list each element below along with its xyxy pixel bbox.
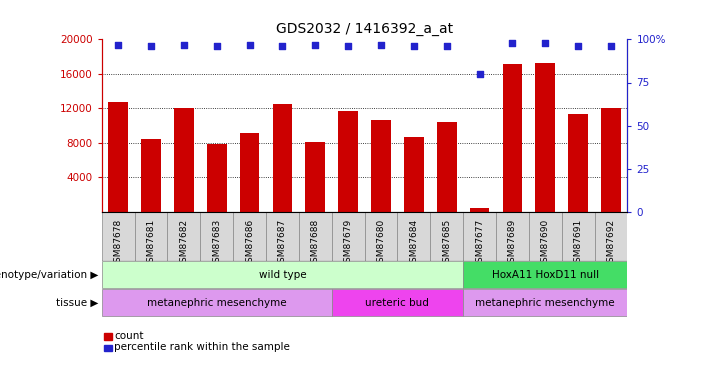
Bar (141, 140, 161, 212)
Bar (397, 212, 430, 261)
Bar (503, 63, 522, 212)
Bar (529, 212, 562, 261)
Point (573, 43, 584, 49)
Point (343, 43, 354, 49)
Text: GSM87680: GSM87680 (376, 219, 386, 268)
Point (606, 43, 617, 49)
Bar (273, 104, 292, 212)
Bar (601, 108, 621, 212)
Point (211, 43, 222, 49)
Bar (168, 212, 200, 261)
Text: count: count (114, 331, 144, 340)
Bar (463, 290, 627, 316)
Bar (404, 137, 423, 212)
Bar (299, 212, 332, 261)
Text: GSM87689: GSM87689 (508, 219, 517, 268)
Text: GSM87684: GSM87684 (409, 219, 418, 268)
Text: GSM87677: GSM87677 (475, 219, 484, 268)
Title: GDS2032 / 1416392_a_at: GDS2032 / 1416392_a_at (276, 22, 453, 36)
Bar (536, 63, 555, 212)
Bar (200, 212, 233, 261)
Text: GSM87682: GSM87682 (179, 219, 189, 268)
Point (408, 43, 419, 49)
Text: GSM87691: GSM87691 (573, 219, 583, 268)
Text: GSM87679: GSM87679 (343, 219, 353, 268)
Point (507, 40, 518, 46)
Text: metanephric mesenchyme: metanephric mesenchyme (147, 298, 287, 308)
Bar (594, 212, 627, 261)
Bar (562, 212, 594, 261)
Bar (430, 212, 463, 261)
Bar (463, 212, 496, 261)
Bar (569, 114, 588, 212)
Bar (102, 290, 332, 316)
Text: ureteric bud: ureteric bud (365, 298, 429, 308)
Bar (332, 212, 365, 261)
Bar (463, 261, 627, 288)
Bar (174, 108, 193, 212)
Text: HoxA11 HoxD11 null: HoxA11 HoxD11 null (491, 270, 599, 280)
Text: GSM87687: GSM87687 (278, 219, 287, 268)
Bar (470, 208, 489, 212)
Text: percentile rank within the sample: percentile rank within the sample (114, 342, 290, 352)
Point (145, 43, 156, 49)
Bar (207, 144, 226, 212)
Bar (371, 120, 391, 212)
Point (244, 42, 255, 48)
Text: GSM87678: GSM87678 (114, 219, 123, 268)
Bar (306, 142, 325, 212)
Bar (365, 212, 397, 261)
Text: genotype/variation ▶: genotype/variation ▶ (0, 270, 98, 280)
Bar (437, 122, 456, 212)
Point (310, 42, 321, 48)
Point (474, 71, 485, 77)
Text: GSM87686: GSM87686 (245, 219, 254, 268)
Bar (339, 111, 358, 212)
Bar (108, 102, 128, 212)
Text: GSM87685: GSM87685 (442, 219, 451, 268)
Point (178, 42, 189, 48)
Bar (266, 212, 299, 261)
Bar (496, 212, 529, 261)
Text: GSM87683: GSM87683 (212, 219, 221, 268)
Point (112, 42, 123, 48)
Text: tissue ▶: tissue ▶ (56, 298, 98, 308)
Text: wild type: wild type (259, 270, 306, 280)
Text: GSM87688: GSM87688 (311, 219, 320, 268)
Text: metanephric mesenchyme: metanephric mesenchyme (475, 298, 615, 308)
Point (277, 43, 288, 49)
Bar (240, 132, 259, 212)
Point (375, 42, 386, 48)
Bar (102, 212, 135, 261)
Text: GSM87690: GSM87690 (540, 219, 550, 268)
Bar (233, 212, 266, 261)
Bar (332, 290, 463, 316)
Point (441, 43, 452, 49)
Text: GSM87681: GSM87681 (147, 219, 156, 268)
Bar (102, 261, 463, 288)
Text: GSM87692: GSM87692 (606, 219, 615, 268)
Point (540, 40, 551, 46)
Bar (135, 212, 168, 261)
